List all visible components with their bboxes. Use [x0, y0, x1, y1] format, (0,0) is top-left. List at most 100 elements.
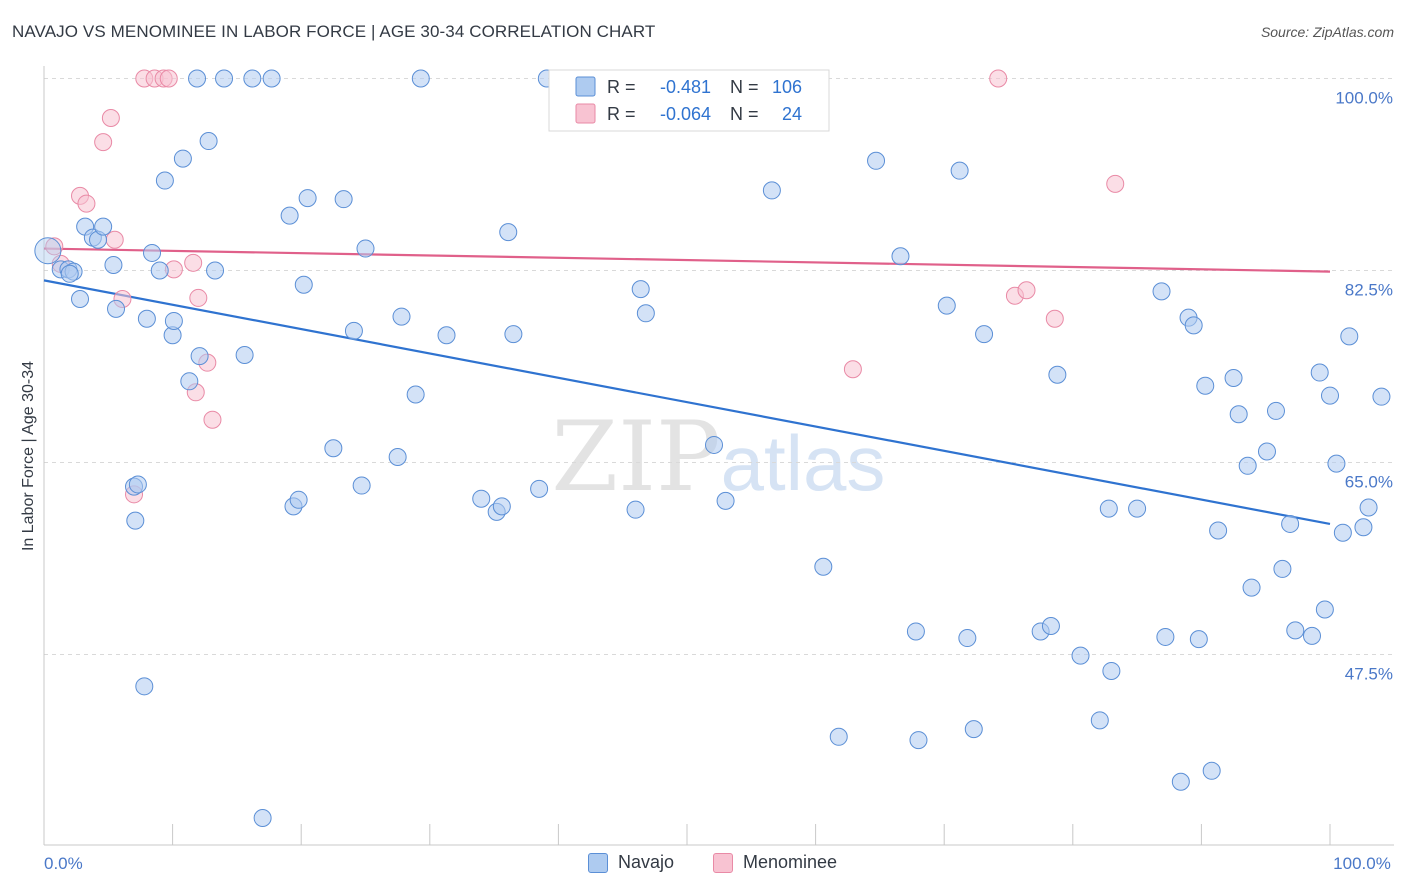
navajo-point: [891, 247, 910, 266]
navajo-point: [1238, 456, 1257, 475]
navajo-point: [294, 275, 313, 294]
menominee-point: [159, 69, 178, 88]
gridlines: [44, 78, 1394, 655]
navajo-point: [1266, 401, 1285, 420]
navajo-point: [909, 731, 928, 750]
navajo-point: [262, 69, 281, 88]
navajo-point: [155, 171, 174, 190]
navajo-point: [107, 299, 126, 318]
navajo-point: [1340, 327, 1359, 346]
y-tick-label: 47.5%: [1345, 665, 1393, 684]
legend-navajo-swatch: [575, 76, 596, 97]
navajo-point: [1196, 376, 1215, 395]
menominee-point: [45, 237, 64, 256]
y-tick-label: 82.5%: [1345, 281, 1393, 300]
bottom-legend-navajo-swatch: [588, 852, 608, 873]
navajo-point: [937, 296, 956, 315]
navajo-point: [94, 217, 113, 236]
bottom-legend: Navajo Menominee: [0, 852, 1406, 878]
navajo-point: [1359, 498, 1378, 517]
navajo-point: [150, 261, 169, 280]
navajo-point: [1310, 363, 1329, 382]
navajo-point: [1099, 499, 1118, 518]
legend-menominee-n-value: 24: [782, 104, 802, 124]
navajo-point: [716, 491, 735, 510]
navajo-point: [143, 243, 162, 262]
navajo-point: [1090, 711, 1109, 730]
navajo-point: [188, 69, 207, 88]
navajo-point: [705, 435, 724, 454]
legend-box: [548, 69, 830, 132]
legend-navajo-n-value: 106: [772, 77, 802, 97]
chart-title: NAVAJO VS MENOMINEE IN LABOR FORCE | AGE…: [12, 22, 656, 41]
menominee-point: [989, 69, 1008, 88]
y-tick-label: 65.0%: [1345, 473, 1393, 492]
navajo-point: [126, 511, 145, 530]
navajo-point: [1372, 387, 1391, 406]
bottom-legend-menominee-label: Menominee: [743, 852, 838, 872]
navajo-point: [1202, 761, 1221, 780]
navajo-point: [1128, 499, 1147, 518]
navajo-point: [1048, 365, 1067, 384]
legend-menominee-swatch: [575, 103, 596, 124]
navajo-point: [1041, 616, 1060, 635]
x-tick-label: 0.0%: [44, 854, 83, 873]
navajo-point: [34, 237, 62, 265]
navajo-point: [137, 309, 156, 328]
menominee-point: [843, 360, 862, 379]
trend-lines: [43, 247, 1331, 526]
navajo-point: [280, 206, 299, 225]
navajo-point: [1273, 559, 1292, 578]
navajo-point: [1333, 523, 1352, 542]
navajo-point: [1229, 405, 1248, 424]
navajo-point: [173, 149, 192, 168]
navajo-point: [1156, 627, 1175, 646]
navajo-point: [164, 311, 183, 330]
navajo-point: [60, 264, 79, 283]
navajo-point: [1354, 518, 1373, 537]
navajo-point: [472, 489, 491, 508]
menominee-trend-line: [43, 247, 1331, 273]
navajo-point: [128, 475, 147, 494]
navajo-point: [344, 321, 363, 340]
menominee-point: [189, 288, 208, 307]
navajo-point: [406, 385, 425, 404]
data-points: [34, 69, 1391, 827]
navajo-point: [1302, 626, 1321, 645]
bottom-legend-navajo: Navajo: [588, 852, 674, 873]
navajo-point: [356, 239, 375, 258]
navajo-point: [180, 372, 199, 391]
y-tick-labels: 100.0% 82.5% 65.0% 47.5%: [1335, 89, 1393, 684]
navajo-point: [1071, 646, 1090, 665]
navajo-point: [1257, 442, 1276, 461]
navajo-point: [190, 347, 209, 366]
bottom-legend-menominee-swatch: [713, 852, 733, 873]
menominee-point: [77, 194, 96, 213]
navajo-point: [334, 190, 353, 209]
navajo-point: [392, 307, 411, 326]
source-label: Source: ZipAtlas.com: [1260, 24, 1394, 40]
navajo-point: [829, 727, 848, 746]
navajo-point: [1189, 630, 1208, 649]
navajo-point: [235, 345, 254, 364]
navajo-point: [71, 290, 90, 309]
x-tick-label: 100.0%: [1333, 854, 1391, 873]
navajo-point: [352, 476, 371, 495]
menominee-point: [184, 253, 203, 272]
watermark-zip: ZIP: [551, 401, 720, 513]
navajo-point: [135, 677, 154, 696]
y-tick-label: 100.0%: [1335, 89, 1393, 108]
navajo-point: [499, 223, 518, 242]
navajo-point: [636, 304, 655, 323]
navajo-point: [906, 622, 925, 641]
menominee-point: [203, 410, 222, 429]
navajo-point: [1184, 316, 1203, 335]
navajo-point: [253, 808, 272, 827]
legend-menominee-r-value: -0.064: [660, 104, 711, 124]
navajo-point: [206, 261, 225, 280]
navajo-point: [867, 151, 886, 170]
navajo-point: [1209, 521, 1228, 540]
navajo-point: [1281, 514, 1300, 533]
navajo-point: [324, 439, 343, 458]
legend-navajo-n-label: N =: [730, 77, 759, 97]
